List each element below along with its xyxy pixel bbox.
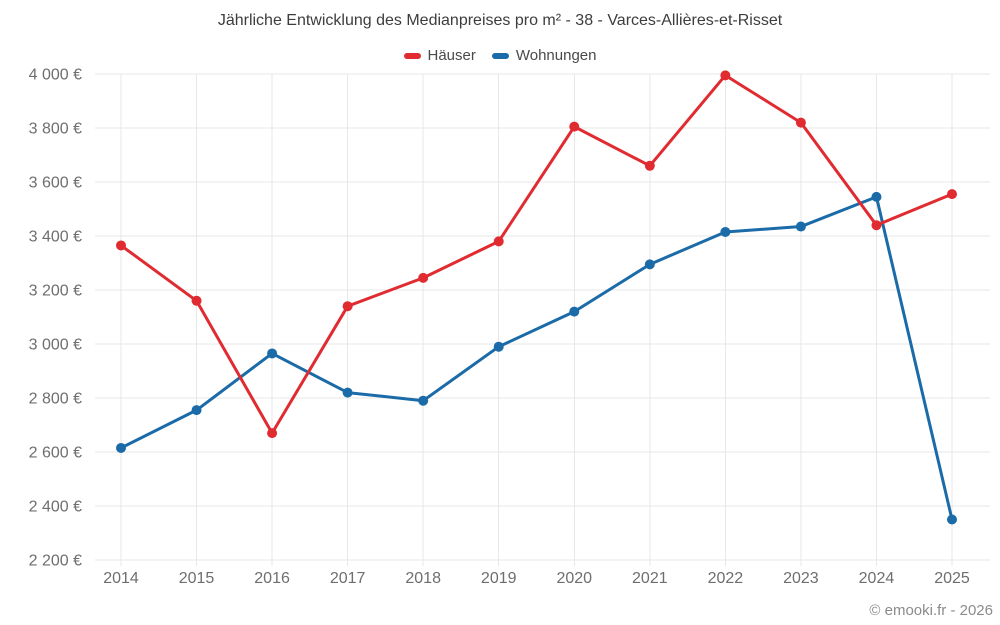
data-point-haeuser-2020[interactable] <box>569 121 580 132</box>
x-axis-tick-label: 2017 <box>330 570 366 587</box>
data-point-haeuser-2018[interactable] <box>418 272 429 283</box>
legend-label-haeuser: Häuser <box>427 47 476 64</box>
wohnungen-line <box>119 195 954 521</box>
data-point-haeuser-2015[interactable] <box>191 295 202 306</box>
x-axis-tick-label: 2023 <box>783 570 819 587</box>
y-axis-tick-label: 3 000 € <box>29 337 82 354</box>
data-point-haeuser-2022[interactable] <box>720 70 731 81</box>
haeuser-series-swatch-icon <box>403 52 421 59</box>
x-axis-tick-label: 2019 <box>481 570 517 587</box>
y-axis-tick-label: 2 200 € <box>29 553 82 570</box>
data-point-wohnungen-2014[interactable] <box>116 442 126 453</box>
data-point-wohnungen-2016[interactable] <box>267 348 278 359</box>
attribution-text: © emooki.fr - 2026 <box>869 602 993 619</box>
data-point-haeuser-2016[interactable] <box>267 428 278 439</box>
legend-label-wohnungen: Wohnungen <box>515 47 597 64</box>
haeuser-line <box>119 73 954 435</box>
x-axis-tick-label: 2015 <box>179 570 215 587</box>
data-point-haeuser-2019[interactable] <box>493 236 504 247</box>
chart-title: Jährliche Entwicklung des Medianpreises … <box>217 12 783 29</box>
data-point-wohnungen-2024[interactable] <box>871 191 882 202</box>
data-point-wohnungen-2019[interactable] <box>493 341 504 352</box>
x-axis-tick-label: 2024 <box>859 570 895 587</box>
x-axis-tick-label: 2016 <box>254 570 290 587</box>
y-axis-tick-label: 3 600 € <box>29 175 82 192</box>
x-axis-tick-label: 2025 <box>934 570 970 587</box>
y-axis-tick-label: 3 200 € <box>29 283 82 300</box>
y-axis-tick-label: 2 400 € <box>29 499 82 516</box>
x-axis-tick-label: 2020 <box>556 570 592 587</box>
legend: Häuser Wohnungen <box>0 47 1000 64</box>
data-point-wohnungen-2023[interactable] <box>795 221 806 232</box>
legend-item-haeuser[interactable]: Häuser <box>403 47 476 64</box>
y-axis-tick-label: 4 000 € <box>29 67 82 84</box>
y-axis-tick-label: 2 800 € <box>29 391 82 408</box>
data-point-wohnungen-2020[interactable] <box>569 306 580 317</box>
data-point-wohnungen-2017[interactable] <box>342 387 353 398</box>
legend-item-wohnungen[interactable]: Wohnungen <box>491 47 597 64</box>
data-point-wohnungen-2022[interactable] <box>720 226 731 237</box>
wohnungen-series-swatch-icon <box>491 52 509 59</box>
data-point-wohnungen-2021[interactable] <box>644 259 655 270</box>
x-axis-tick-label: 2021 <box>632 570 668 587</box>
y-axis-tick-label: 3 800 € <box>29 121 82 138</box>
data-point-wohnungen-2015[interactable] <box>191 405 202 416</box>
data-point-haeuser-2014[interactable] <box>116 240 126 251</box>
data-point-haeuser-2021[interactable] <box>644 160 655 171</box>
data-point-haeuser-2025[interactable] <box>947 189 957 200</box>
data-point-wohnungen-2025[interactable] <box>947 514 957 525</box>
x-axis-tick-label: 2022 <box>708 570 744 587</box>
data-point-haeuser-2024[interactable] <box>871 220 882 231</box>
data-point-haeuser-2023[interactable] <box>795 117 806 128</box>
data-point-haeuser-2017[interactable] <box>342 301 353 312</box>
y-axis-tick-label: 3 400 € <box>29 229 82 246</box>
x-axis-tick-label: 2014 <box>103 570 139 587</box>
x-axis-tick-label: 2018 <box>405 570 441 587</box>
data-point-wohnungen-2018[interactable] <box>418 395 429 406</box>
y-axis-tick-label: 2 600 € <box>29 445 82 462</box>
